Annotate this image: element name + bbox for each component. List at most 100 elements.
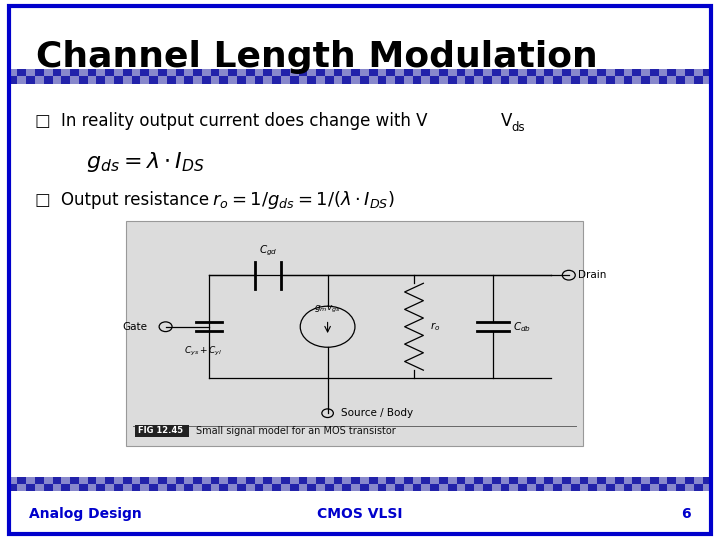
Bar <box>474 69 483 76</box>
Bar <box>44 69 53 76</box>
Bar <box>167 69 176 76</box>
Bar <box>544 484 553 491</box>
Bar <box>553 69 562 76</box>
Bar <box>694 69 703 76</box>
Bar <box>105 477 114 484</box>
Text: Output resistance: Output resistance <box>61 191 215 209</box>
Bar <box>123 76 132 84</box>
Bar <box>439 76 448 84</box>
Bar <box>641 484 650 491</box>
Bar <box>456 76 465 84</box>
Bar <box>448 477 456 484</box>
Bar <box>404 484 413 491</box>
Bar <box>184 477 193 484</box>
Bar <box>140 69 149 76</box>
Bar <box>272 477 281 484</box>
Bar <box>377 76 387 84</box>
Bar <box>70 76 79 84</box>
Bar <box>694 76 703 84</box>
Bar <box>483 76 492 84</box>
Bar <box>176 477 184 484</box>
Bar <box>387 69 395 76</box>
Bar <box>316 69 325 76</box>
Bar <box>237 477 246 484</box>
Text: □: □ <box>35 112 50 131</box>
Bar <box>676 76 685 84</box>
Bar <box>413 69 421 76</box>
Bar <box>88 69 96 76</box>
Text: In reality output current does change with V: In reality output current does change wi… <box>61 112 428 131</box>
Bar <box>26 69 35 76</box>
Bar <box>228 477 237 484</box>
Bar <box>9 76 17 84</box>
Bar <box>211 69 220 76</box>
Text: FIG 12.45: FIG 12.45 <box>138 427 183 435</box>
Bar <box>369 484 377 491</box>
Bar <box>562 69 571 76</box>
Bar <box>562 484 571 491</box>
Bar <box>659 477 667 484</box>
Bar <box>140 76 149 84</box>
Bar <box>404 76 413 84</box>
Bar <box>509 69 518 76</box>
Bar <box>184 76 193 84</box>
Bar <box>588 477 597 484</box>
Bar <box>149 484 158 491</box>
Bar <box>114 477 123 484</box>
Bar <box>140 484 149 491</box>
Bar <box>632 484 641 491</box>
Bar <box>483 484 492 491</box>
Bar <box>333 69 343 76</box>
Bar <box>272 484 281 491</box>
Bar <box>624 484 632 491</box>
Bar <box>676 69 685 76</box>
Bar <box>176 69 184 76</box>
Bar <box>35 484 44 491</box>
Bar <box>544 76 553 84</box>
Text: Small signal model for an MOS transistor: Small signal model for an MOS transistor <box>196 426 395 436</box>
Bar <box>333 477 343 484</box>
Bar <box>96 477 105 484</box>
Bar <box>325 69 333 76</box>
Bar <box>703 69 711 76</box>
Bar <box>132 477 140 484</box>
Bar <box>61 76 70 84</box>
Bar <box>167 76 176 84</box>
Bar <box>96 69 105 76</box>
Bar <box>659 76 667 84</box>
Bar <box>676 484 685 491</box>
Bar <box>404 69 413 76</box>
Bar <box>580 76 588 84</box>
Bar <box>132 76 140 84</box>
Bar <box>360 76 369 84</box>
Bar <box>9 69 17 76</box>
Text: Gate: Gate <box>122 322 148 332</box>
Bar <box>544 477 553 484</box>
Bar <box>387 477 395 484</box>
Bar <box>255 477 264 484</box>
Bar <box>615 484 624 491</box>
Bar <box>685 69 694 76</box>
Bar <box>220 76 228 84</box>
Bar <box>387 76 395 84</box>
Text: $g_m v_{gs}$: $g_m v_{gs}$ <box>315 305 341 315</box>
Bar <box>184 484 193 491</box>
Bar <box>351 477 360 484</box>
Bar <box>88 477 96 484</box>
Bar <box>88 484 96 491</box>
Bar <box>184 69 193 76</box>
Bar <box>395 69 404 76</box>
Bar <box>17 76 26 84</box>
Bar <box>500 76 509 84</box>
Bar <box>325 484 333 491</box>
Bar <box>659 69 667 76</box>
Bar <box>26 484 35 491</box>
Bar <box>703 484 711 491</box>
Bar <box>536 484 544 491</box>
Bar <box>272 69 281 76</box>
Bar <box>53 69 61 76</box>
Bar <box>431 76 439 84</box>
Bar <box>281 76 289 84</box>
Bar <box>518 69 527 76</box>
Bar <box>96 76 105 84</box>
